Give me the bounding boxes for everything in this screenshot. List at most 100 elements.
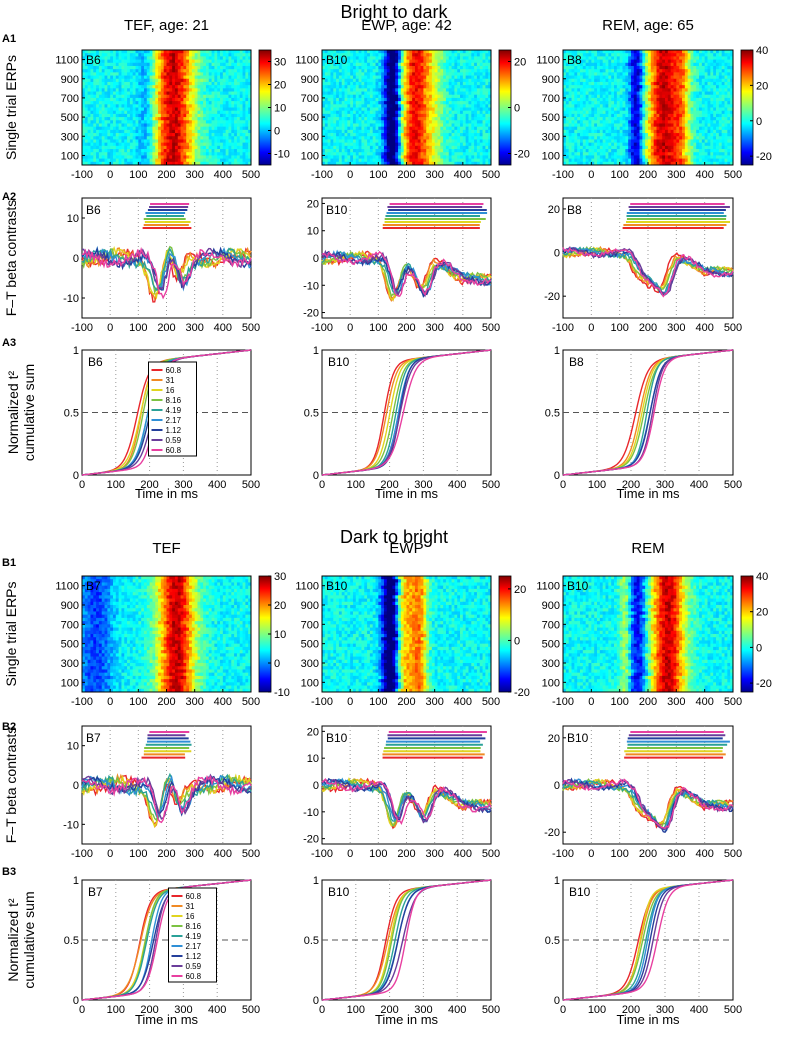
heatmap-cell [574,72,578,76]
heatmap-cell [239,126,243,131]
heatmap-cell [222,107,227,112]
heatmap-cell [403,104,407,108]
heatmap-cell [386,126,390,131]
heatmap-cell [186,81,190,86]
heatmap-cell [203,62,207,67]
heatmap-cell [355,88,360,92]
heatmap-cell [149,62,153,67]
heatmap-cell [369,65,374,70]
heatmap-cell [398,129,402,134]
heatmap-cell [367,155,371,160]
heatmap-cell [101,72,105,76]
heatmap-cell [454,59,458,64]
heatmap-cell [183,136,187,140]
heatmap-cell [367,75,371,80]
heatmap-cell [205,65,210,70]
heatmap-cell [684,62,689,67]
heatmap-cell [412,101,416,105]
heatmap-cell [716,62,720,67]
heatmap-cell [406,81,410,86]
heatmap-cell [87,139,91,144]
heatmap-cell [322,101,326,105]
heatmap-cell [574,62,578,67]
heatmap-cell [217,50,221,54]
heatmap-cell [220,149,224,153]
heatmap-cell [98,133,103,137]
heatmap-cell [389,88,393,92]
heatmap-cell [248,129,252,134]
heatmap-cell [426,139,430,144]
heatmap-cell [220,123,224,128]
heatmap-cell [667,50,672,54]
heatmap-cell [462,136,467,140]
heatmap-cell [639,59,643,64]
heatmap-cell [395,113,399,118]
heatmap-cell [364,72,368,76]
heatmap-cell [588,56,592,60]
heatmap-cell [440,62,444,67]
heatmap-cell [200,94,204,99]
heatmap-cell [149,59,153,64]
heatmap-cell [90,72,94,76]
heatmap-cell [115,158,120,163]
heatmap-cell [231,113,235,118]
heatmap-cell [383,120,388,124]
heatmap-cell [482,94,486,99]
heatmap-cell [132,110,136,115]
heatmap-cell [124,85,128,89]
heatmap-cell [211,65,215,70]
heatmap-cell [231,85,235,89]
heatmap-cell [355,81,360,86]
heatmap-cell [194,53,198,57]
heatmap-cell [434,123,438,128]
heatmap-cell [239,65,243,70]
heatmap-cell [214,62,218,67]
heatmap-cell [132,94,136,99]
heatmap-cell [98,85,103,89]
heatmap-cell [149,133,153,137]
heatmap-cell [341,53,345,57]
heatmap-cell [344,78,348,83]
heatmap-cell [375,78,379,83]
heatmap-cell [152,101,156,105]
heatmap-cell [460,158,464,163]
heatmap-cell [443,85,447,89]
heatmap-cell [605,56,609,60]
heatmap-cell [143,85,148,89]
heatmap-cell [239,78,243,83]
heatmap-cell [476,104,481,108]
heatmap-cell [121,81,125,86]
heatmap-cell [682,69,686,73]
heatmap-cell [378,110,382,115]
heatmap-cell [701,65,706,70]
heatmap-cell [443,113,447,118]
heatmap-cell [96,94,100,99]
heatmap-cell [724,62,728,67]
heatmap-cell [650,59,655,64]
heatmap-cell [471,75,475,80]
heatmap-cell [426,155,430,160]
heatmap-cell [375,65,379,70]
heatmap-cell [107,107,111,112]
heatmap-cell [101,139,105,144]
heatmap-cell [214,59,218,64]
heatmap-cell [434,113,438,118]
heatmap-cell [412,133,416,137]
heatmap-cell [403,59,407,64]
heatmap-cell [350,145,354,150]
heatmap-cell [474,50,478,54]
heatmap-cell [485,155,489,160]
heatmap-cell [129,65,134,70]
heatmap-cell [160,75,165,80]
heatmap-cell [220,110,224,115]
heatmap-cell [180,149,184,153]
heatmap-cell [423,104,427,108]
heatmap-cell [434,88,438,92]
heatmap-cell [127,133,131,137]
heatmap-cell [364,126,368,131]
heatmap-cell [197,107,201,112]
x-tick-label: 500 [242,322,260,334]
heatmap-cell [448,149,452,153]
